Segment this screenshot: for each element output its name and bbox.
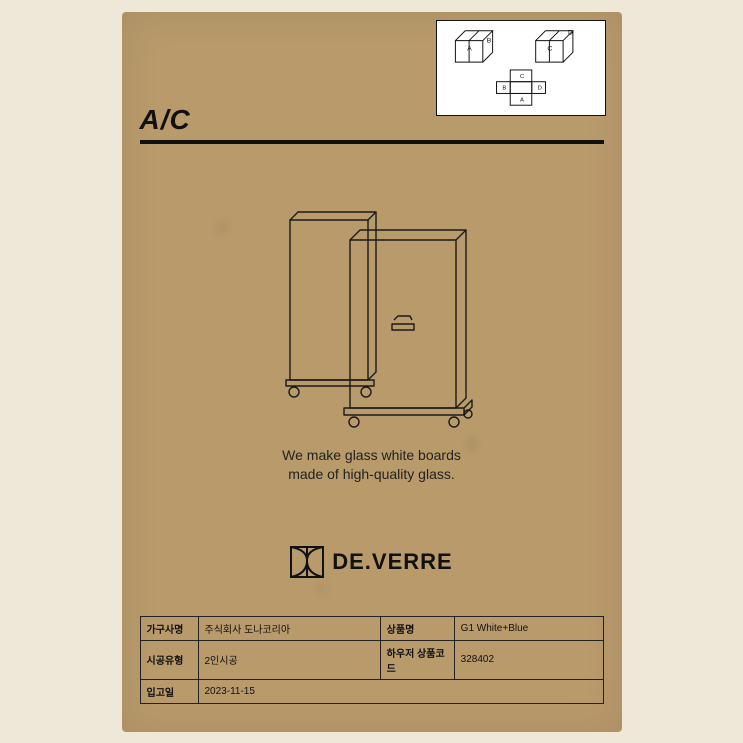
info-table: 가구사명 주식회사 도나코리아 상품명 G1 White+Blue 시공유형 2… [140, 616, 604, 704]
label-card: A B C D C [122, 12, 622, 732]
net-label-a: A [520, 97, 524, 103]
box-diagram-panel: A B C D C [436, 20, 606, 116]
cell-value: 2인시공 [198, 640, 380, 679]
tagline: We make glass white boards made of high-… [282, 446, 461, 484]
box-label-d: D [568, 29, 573, 36]
cell-value: G1 White+Blue [454, 616, 603, 640]
product-illustration: We make glass white boards made of high-… [140, 174, 604, 484]
tagline-line1: We make glass white boards [282, 446, 461, 465]
cell-label: 시공유형 [140, 640, 198, 679]
cell-value: 주식회사 도나코리아 [198, 616, 380, 640]
box-label-b: B [486, 37, 491, 44]
cell-value: 328402 [454, 640, 603, 679]
net-label-c: C [520, 73, 525, 79]
cell-label: 가구사명 [140, 616, 198, 640]
table-row: 입고일 2023-11-15 [140, 679, 603, 703]
box-label-c: C [547, 45, 552, 52]
cell-label: 입고일 [140, 679, 198, 703]
brand-name: DE.VERRE [332, 549, 452, 575]
brand-logo-icon [290, 546, 324, 578]
net-label-b: B [502, 85, 506, 91]
box-label-a: A [467, 45, 472, 52]
box-diagram-svg: A B C D C [437, 21, 605, 115]
cell-label: 상품명 [380, 616, 454, 640]
table-row: 시공유형 2인시공 하우저 상품코드 328402 [140, 640, 603, 679]
brand-row: DE.VERRE [140, 546, 604, 578]
tagline-line2: made of high-quality glass. [282, 465, 461, 484]
table-row: 가구사명 주식회사 도나코리아 상품명 G1 White+Blue [140, 616, 603, 640]
cell-value: 2023-11-15 [198, 679, 603, 703]
whiteboard-drawing [242, 196, 502, 436]
cell-label: 하우저 상품코드 [380, 640, 454, 679]
net-label-d: D [537, 85, 541, 91]
